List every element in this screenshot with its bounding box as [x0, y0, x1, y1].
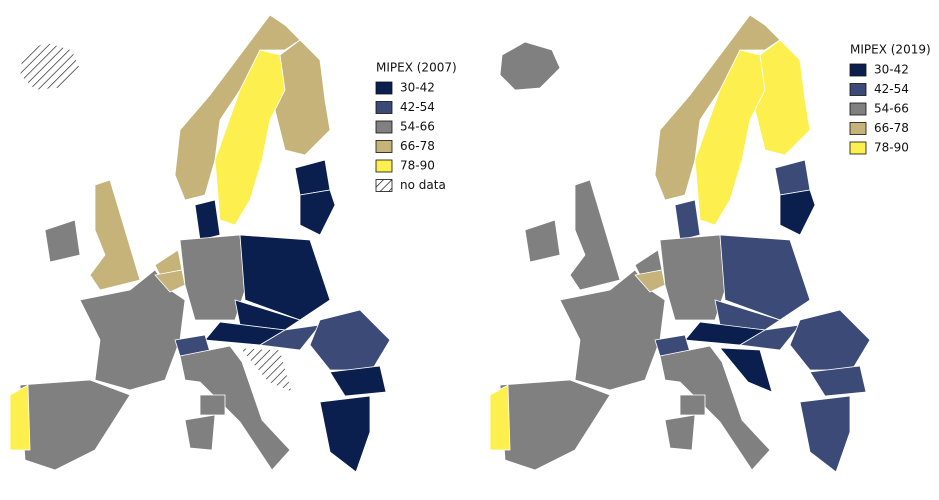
- country: [174, 14, 301, 201]
- country: [499, 41, 561, 91]
- country: [179, 234, 246, 321]
- country: [719, 234, 811, 321]
- country: [214, 49, 286, 226]
- country: [789, 309, 871, 371]
- legend-swatch: [375, 159, 393, 173]
- legend-swatch: [849, 122, 867, 135]
- country: [694, 49, 766, 226]
- country: [524, 219, 561, 263]
- country: [569, 179, 621, 291]
- country: [659, 345, 771, 471]
- country: [779, 189, 816, 236]
- country: [774, 159, 811, 196]
- country: [184, 414, 216, 451]
- map-2007: [9, 14, 391, 473]
- country: [654, 14, 781, 201]
- country: [199, 394, 226, 416]
- country: [89, 179, 141, 291]
- country: [799, 395, 851, 473]
- country: [19, 379, 131, 471]
- legend-label: 78-90: [874, 141, 909, 155]
- country: [309, 309, 391, 371]
- country: [299, 189, 336, 236]
- country: [809, 365, 867, 397]
- country: [754, 39, 811, 156]
- legend-label: 30-42: [874, 63, 909, 77]
- country: [319, 395, 371, 473]
- legend-label: 30-42: [400, 81, 435, 95]
- country: [239, 347, 293, 393]
- country: [489, 384, 511, 451]
- legend-swatch: [375, 179, 393, 192]
- legend-label: no data: [400, 178, 446, 192]
- country: [329, 365, 387, 397]
- country: [674, 199, 701, 241]
- country: [179, 345, 291, 471]
- country: [274, 39, 331, 156]
- legend-label: 42-54: [874, 82, 909, 96]
- country: [44, 219, 81, 263]
- legend-swatch: [375, 101, 393, 114]
- legend-2007: MIPEX (2007) 30-42 42-54 54-66 66-78 78-90 no …: [375, 61, 457, 192]
- legend-swatch: [849, 141, 867, 155]
- country: [239, 234, 331, 321]
- country: [664, 414, 696, 451]
- legend-label: 54-66: [400, 120, 435, 134]
- legend-swatch: [849, 83, 867, 96]
- legend-title: MIPEX (2007): [376, 61, 457, 75]
- legend-swatch: [849, 102, 867, 116]
- country: [19, 41, 81, 91]
- legend-label: 78-90: [400, 159, 435, 173]
- legend-swatch: [849, 63, 867, 77]
- legend-label: 54-66: [874, 102, 909, 116]
- map-2019: [489, 14, 871, 473]
- country: [679, 394, 706, 416]
- legend-label: 42-54: [400, 100, 435, 114]
- legend-swatch: [375, 81, 393, 95]
- legend-label: 66-78: [400, 139, 435, 153]
- country: [659, 234, 726, 321]
- country: [499, 379, 611, 471]
- legend-label: 66-78: [874, 121, 909, 135]
- legend-title: MIPEX (2019): [850, 43, 931, 57]
- legend-2019: MIPEX (2019) 30-42 42-54 54-66 66-78 78-90: [849, 43, 931, 155]
- country: [719, 347, 773, 393]
- legend-swatch: [375, 140, 393, 153]
- legend-swatch: [375, 120, 393, 134]
- country: [194, 199, 221, 241]
- country: [294, 159, 331, 196]
- country: [9, 384, 31, 451]
